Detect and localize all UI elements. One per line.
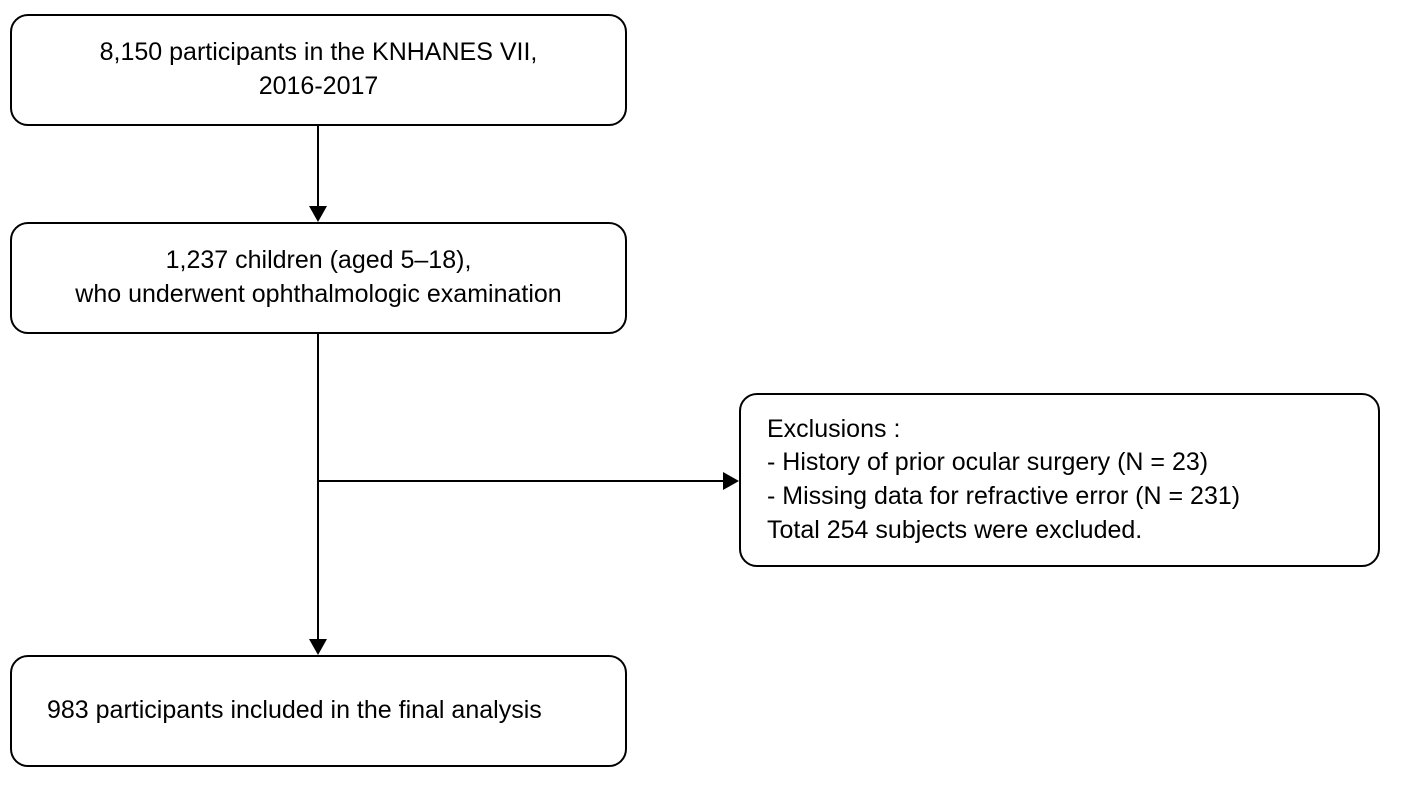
node-children-line2: who underwent ophthalmologic examination [42, 278, 595, 312]
node-exclusions-line1: Exclusions : [767, 413, 1352, 447]
node-final-line1: 983 participants included in the final a… [47, 694, 595, 728]
arrow-2-head [309, 639, 327, 655]
arrow-2-line [317, 334, 319, 641]
node-children-line1: 1,237 children (aged 5–18), [42, 244, 595, 278]
node-children: 1,237 children (aged 5–18), who underwen… [10, 222, 627, 334]
node-exclusions: Exclusions : - History of prior ocular s… [739, 393, 1380, 567]
node-start-line2: 2016-2017 [42, 70, 595, 104]
arrow-3-head [723, 472, 739, 490]
node-start-line1: 8,150 participants in the KNHANES VII, [42, 36, 595, 70]
node-start: 8,150 participants in the KNHANES VII, 2… [10, 14, 627, 126]
node-exclusions-line2: - History of prior ocular surgery (N = 2… [767, 446, 1352, 480]
arrow-3-line [317, 480, 725, 482]
node-final: 983 participants included in the final a… [10, 655, 627, 767]
flowchart-container: 8,150 participants in the KNHANES VII, 2… [0, 0, 1418, 809]
node-exclusions-line3: - Missing data for refractive error (N =… [767, 480, 1352, 514]
node-exclusions-line4: Total 254 subjects were excluded. [767, 514, 1352, 548]
arrow-1-head [309, 206, 327, 222]
arrow-1-line [317, 126, 319, 208]
